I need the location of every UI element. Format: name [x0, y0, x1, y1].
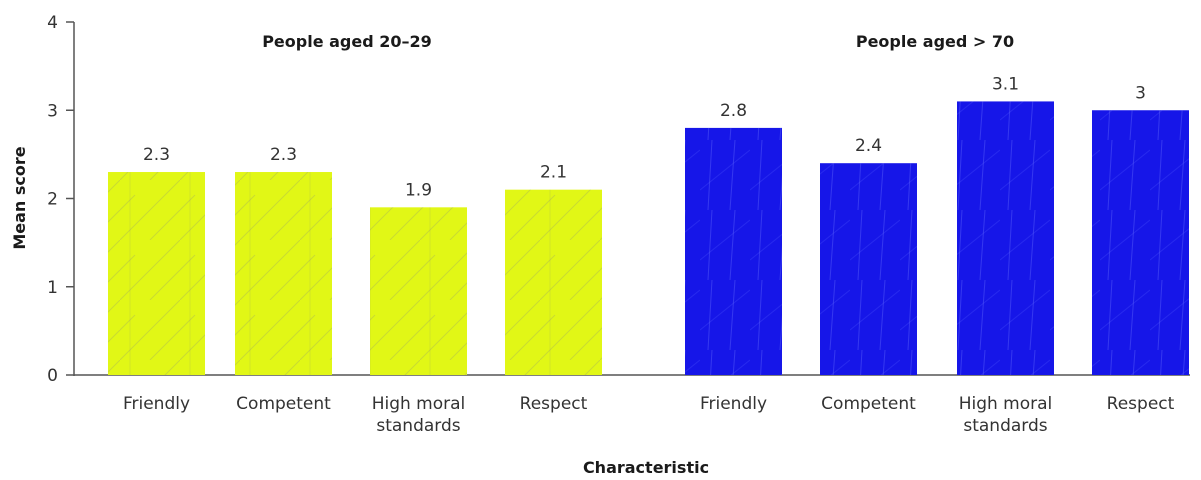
category-label: Competent: [821, 394, 916, 414]
bar-texture: [505, 189, 602, 375]
data-label: 2.3: [143, 145, 170, 165]
category-labels: Friendly Competent High moral standards Resp…: [123, 394, 1175, 436]
bar-texture: [108, 172, 205, 375]
category-label: Respect: [1107, 394, 1175, 414]
y-ticks: 0 1 2 3 4: [47, 13, 74, 386]
category-label: Competent: [236, 394, 331, 414]
category-label: Friendly: [123, 394, 190, 414]
bars: [108, 101, 1189, 376]
group-title: People aged > 70: [856, 32, 1014, 51]
bar-texture: [685, 127, 782, 376]
y-tick-label: 1: [47, 278, 58, 298]
bar-texture: [235, 172, 332, 375]
bar-texture: [820, 163, 917, 375]
data-label: 2.8: [720, 101, 747, 121]
x-axis-title: Characteristic: [583, 458, 709, 477]
category-label: High moral standards: [959, 394, 1053, 436]
y-tick-label: 3: [47, 101, 58, 121]
data-label: 2.3: [270, 145, 297, 165]
bar-texture: [370, 207, 467, 375]
category-label: Respect: [520, 394, 588, 414]
group-title: People aged 20–29: [262, 32, 432, 51]
bar-texture: [1092, 110, 1189, 375]
data-labels: 2.3 2.3 1.9 2.1 2.8 2.4 3.1 3: [143, 74, 1146, 200]
data-label: 2.4: [855, 136, 882, 156]
y-axis-title: Mean score: [10, 146, 29, 249]
bar-texture: [957, 101, 1054, 376]
data-label: 3: [1135, 83, 1146, 103]
category-label: High moral standards: [372, 394, 466, 436]
y-tick-label: 0: [47, 366, 58, 386]
data-label: 2.1: [540, 163, 567, 183]
y-tick-label: 4: [47, 13, 58, 33]
data-label: 1.9: [405, 180, 432, 200]
category-label: Friendly: [700, 394, 767, 414]
group-titles: People aged 20–29 People aged > 70: [262, 32, 1014, 51]
y-tick-label: 2: [47, 190, 58, 210]
data-label: 3.1: [992, 74, 1019, 94]
